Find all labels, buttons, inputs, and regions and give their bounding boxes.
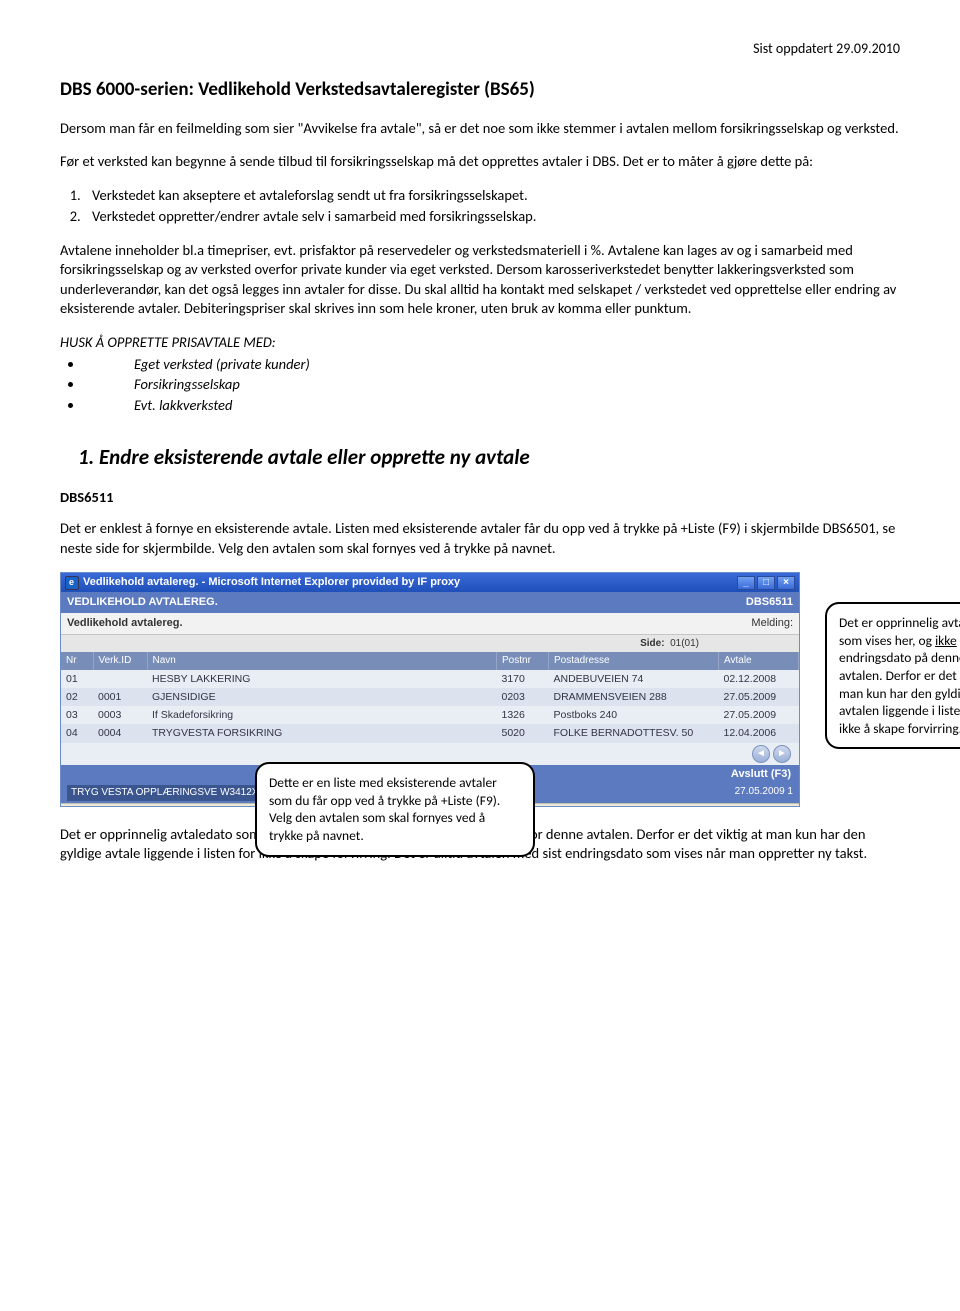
screen-code: DBS6511 bbox=[60, 488, 900, 508]
ie-icon bbox=[65, 576, 79, 590]
app-header-right: DBS6511 bbox=[746, 595, 793, 610]
section-heading: 1. Endre eksisterende avtale eller oppre… bbox=[78, 443, 900, 471]
prev-page-button[interactable]: ◄ bbox=[752, 745, 770, 763]
table-cell: 02 bbox=[61, 688, 93, 706]
section-title: Endre eksisterende avtale eller opprette… bbox=[99, 444, 530, 470]
paragraph-4: Det er enklest å fornye en eksisterende … bbox=[60, 519, 900, 558]
side-label: Side: bbox=[640, 638, 664, 649]
callout-right-text-u: ikke bbox=[935, 632, 957, 649]
table-cell: 01 bbox=[61, 670, 93, 688]
nav-row: ◄ ► bbox=[61, 743, 799, 765]
side-value: 01(01) bbox=[670, 638, 699, 649]
paragraph-3: Avtalene inneholder bl.a timepriser, evt… bbox=[60, 241, 900, 319]
page-title: DBS 6000-serien: Vedlikehold Verkstedsav… bbox=[60, 77, 900, 103]
avslutt-button[interactable]: Avslutt (F3) bbox=[731, 768, 791, 780]
callout-right: Det er opprinnelig avtaledato som vises … bbox=[825, 602, 960, 749]
table-cell: 0003 bbox=[93, 706, 147, 724]
ie-title: Vedlikehold avtalereg. - Microsoft Inter… bbox=[83, 575, 460, 590]
callout-left: Dette er en liste med eksisterende avtal… bbox=[255, 762, 535, 856]
step-2: Verkstedet oppretter/endrer avtale selv … bbox=[84, 207, 900, 227]
table-cell: Postboks 240 bbox=[549, 706, 719, 724]
paragraph-1: Dersom man får en feilmelding som sier "… bbox=[60, 119, 900, 139]
app-header: VEDLIKEHOLD AVTALEREG. DBS6511 bbox=[61, 592, 799, 613]
table-cell: GJENSIDIGE bbox=[147, 688, 497, 706]
callout-left-text: Dette er en liste med eksisterende avtal… bbox=[269, 774, 500, 844]
sub-header: Vedlikehold avtalereg. Melding: bbox=[61, 613, 799, 635]
paragraph-2: Før et verksted kan begynne å sende tilb… bbox=[60, 152, 900, 172]
col-postadresse: Postadresse bbox=[549, 652, 719, 670]
ie-titlebar: Vedlikehold avtalereg. - Microsoft Inter… bbox=[61, 573, 799, 592]
husk-item: Eget verksted (private kunder) bbox=[84, 355, 900, 375]
step-1: Verkstedet kan akseptere et avtaleforsla… bbox=[84, 186, 900, 206]
table-cell: 1326 bbox=[497, 706, 549, 724]
table-cell: HESBY LAKKERING bbox=[147, 670, 497, 688]
table-cell: 3170 bbox=[497, 670, 549, 688]
steps-list: Verkstedet kan akseptere et avtaleforsla… bbox=[84, 186, 900, 227]
husk-item: Evt. lakkverksted bbox=[84, 396, 900, 416]
table-cell: 0004 bbox=[93, 724, 147, 742]
table-cell: 12.04.2006 bbox=[719, 724, 799, 742]
agreements-table: Nr Verk.ID Navn Postnr Postadresse Avtal… bbox=[61, 652, 799, 742]
table-cell: If Skadeforsikring bbox=[147, 706, 497, 724]
col-postnr: Postnr bbox=[497, 652, 549, 670]
col-nr: Nr bbox=[61, 652, 93, 670]
updated-date: Sist oppdatert 29.09.2010 bbox=[60, 40, 900, 59]
table-cell: FOLKE BERNADOTTESV. 50 bbox=[549, 724, 719, 742]
table-cell: 27.05.2009 bbox=[719, 688, 799, 706]
husk-heading: HUSK Å OPPRETTE PRISAVTALE MED: bbox=[60, 333, 900, 353]
table-cell: 03 bbox=[61, 706, 93, 724]
section-number: 1. bbox=[78, 444, 94, 470]
table-row[interactable]: 040004TRYGVESTA FORSIKRING5020FOLKE BERN… bbox=[61, 724, 799, 742]
table-cell bbox=[93, 670, 147, 688]
sub-header-left: Vedlikehold avtalereg. bbox=[67, 616, 183, 631]
page-indicator: Side: 01(01) bbox=[61, 635, 799, 653]
col-avtale: Avtale bbox=[719, 652, 799, 670]
embedded-screenshot: Vedlikehold avtalereg. - Microsoft Inter… bbox=[60, 572, 900, 807]
maximize-button[interactable]: □ bbox=[757, 576, 775, 590]
minimize-button[interactable]: _ bbox=[737, 576, 755, 590]
window-buttons: _ □ × bbox=[737, 576, 795, 590]
status-left: TRYG VESTA OPPLÆRINGSVE W3412XX bbox=[67, 785, 269, 801]
table-cell: 0203 bbox=[497, 688, 549, 706]
table-cell: DRAMMENSVEIEN 288 bbox=[549, 688, 719, 706]
next-page-button[interactable]: ► bbox=[773, 745, 791, 763]
table-cell: 0001 bbox=[93, 688, 147, 706]
col-navn: Navn bbox=[147, 652, 497, 670]
status-right: 27.05.2009 1 bbox=[735, 785, 793, 801]
close-button[interactable]: × bbox=[777, 576, 795, 590]
app-header-left: VEDLIKEHOLD AVTALEREG. bbox=[67, 595, 218, 610]
table-header-row: Nr Verk.ID Navn Postnr Postadresse Avtal… bbox=[61, 652, 799, 670]
table-cell: 5020 bbox=[497, 724, 549, 742]
table-cell: 27.05.2009 bbox=[719, 706, 799, 724]
table-cell: 02.12.2008 bbox=[719, 670, 799, 688]
table-cell: 04 bbox=[61, 724, 93, 742]
husk-list: Eget verksted (private kunder) Forsikrin… bbox=[84, 355, 900, 416]
table-row[interactable]: 020001GJENSIDIGE0203DRAMMENSVEIEN 28827.… bbox=[61, 688, 799, 706]
sub-header-right: Melding: bbox=[751, 616, 793, 631]
husk-item: Forsikringsselskap bbox=[84, 375, 900, 395]
table-cell: ANDEBUVEIEN 74 bbox=[549, 670, 719, 688]
col-verkid: Verk.ID bbox=[93, 652, 147, 670]
table-cell: TRYGVESTA FORSIKRING bbox=[147, 724, 497, 742]
table-row[interactable]: 030003If Skadeforsikring1326Postboks 240… bbox=[61, 706, 799, 724]
table-row[interactable]: 01 HESBY LAKKERING3170ANDEBUVEIEN 7402.12… bbox=[61, 670, 799, 688]
